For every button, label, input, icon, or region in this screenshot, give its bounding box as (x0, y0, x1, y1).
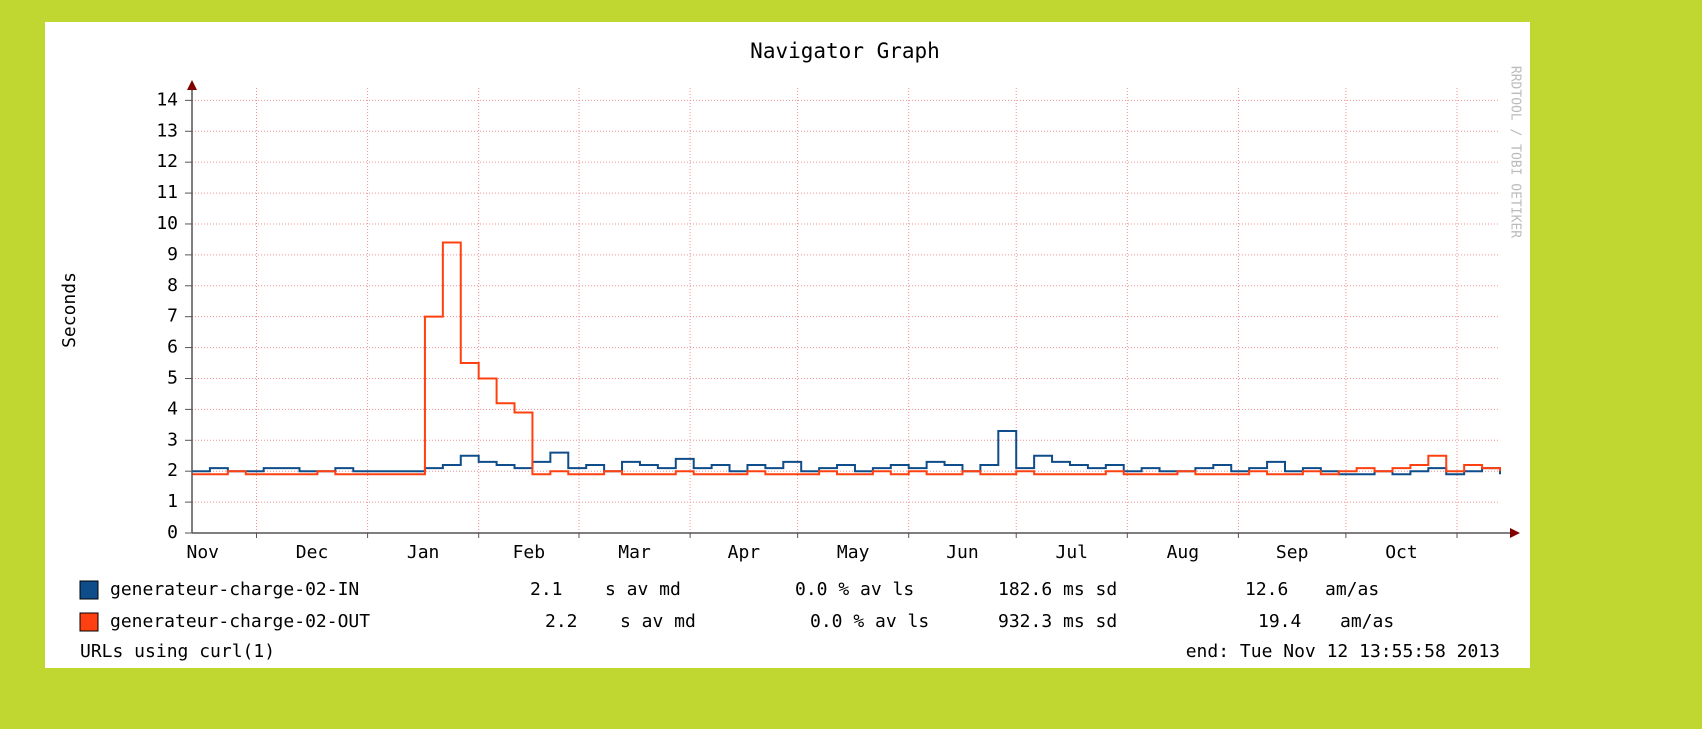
legend-stat: 182.6 ms sd (998, 579, 1117, 600)
legend-swatch (79, 580, 99, 600)
legend-stat: 19.4 (1258, 611, 1301, 632)
legend: generateur-charge-02-IN 2.1 s av md 0.0 % a… (79, 579, 1394, 632)
x-tick-label: Dec (296, 542, 329, 563)
x-tick-label: Feb (513, 542, 546, 563)
x-tick-label: Sep (1276, 542, 1309, 563)
x-tick-label: Mar (618, 542, 651, 563)
legend-stat: am/as (1340, 611, 1394, 632)
chart-title: Navigator Graph (750, 39, 940, 63)
plot (192, 241, 1501, 476)
y-tick-label: 3 (167, 429, 178, 450)
x-tick-label: Aug (1167, 542, 1200, 563)
watermark: RRDTOOL / TOBI OETIKER (1508, 66, 1523, 238)
legend-stat: am/as (1325, 579, 1379, 600)
y-tick-label: 6 (167, 337, 178, 358)
footer-left: URLs using curl(1) (80, 641, 275, 662)
y-tick-label: 2 (167, 460, 178, 481)
y-tick-label: 12 (156, 151, 178, 172)
legend-stat: 0.0 % av ls (810, 611, 929, 632)
legend-stat: s av md (605, 579, 681, 600)
y-tick-label: 0 (167, 522, 178, 543)
legend-stat: 0.0 % av ls (795, 579, 914, 600)
x-axis-arrow (1510, 528, 1520, 538)
y-tick-label: 5 (167, 367, 178, 388)
y-tick-label: 11 (156, 182, 178, 203)
legend-stat: 2.2 (545, 611, 578, 632)
legend-label: generateur-charge-02-IN (110, 579, 359, 600)
x-tick-label: Jul (1056, 542, 1089, 563)
y-tick-label: 14 (156, 89, 178, 110)
legend-swatch (79, 612, 99, 632)
y-tick-label: 8 (167, 275, 178, 296)
panel (45, 22, 1530, 668)
y-tick-label: 13 (156, 120, 178, 141)
series-line (192, 241, 1501, 476)
legend-label: generateur-charge-02-OUT (110, 611, 370, 632)
legend-stat: 12.6 (1245, 579, 1288, 600)
y-tick-label: 4 (167, 398, 178, 419)
x-tick-label: Jun (946, 542, 979, 563)
x-tick-label: Jan (407, 542, 440, 563)
y-tick-label: 1 (167, 491, 178, 512)
grid (192, 88, 1500, 534)
y-axis-label: Seconds (59, 272, 80, 348)
y-tick-label: 9 (167, 244, 178, 265)
y-tick-label: 10 (156, 213, 178, 234)
x-tick-label: Apr (728, 542, 761, 563)
x-tick-label: Nov (186, 542, 219, 563)
legend-stat: s av md (620, 611, 696, 632)
footer-right: end: Tue Nov 12 13:55:58 2013 (1186, 641, 1500, 662)
y-axis-arrow (187, 80, 197, 90)
x-tick-label: May (837, 542, 870, 563)
y-tick-label: 7 (167, 306, 178, 327)
legend-stat: 2.1 (530, 579, 563, 600)
legend-stat: 932.3 ms sd (998, 611, 1117, 632)
x-tick-label: Oct (1385, 542, 1418, 563)
